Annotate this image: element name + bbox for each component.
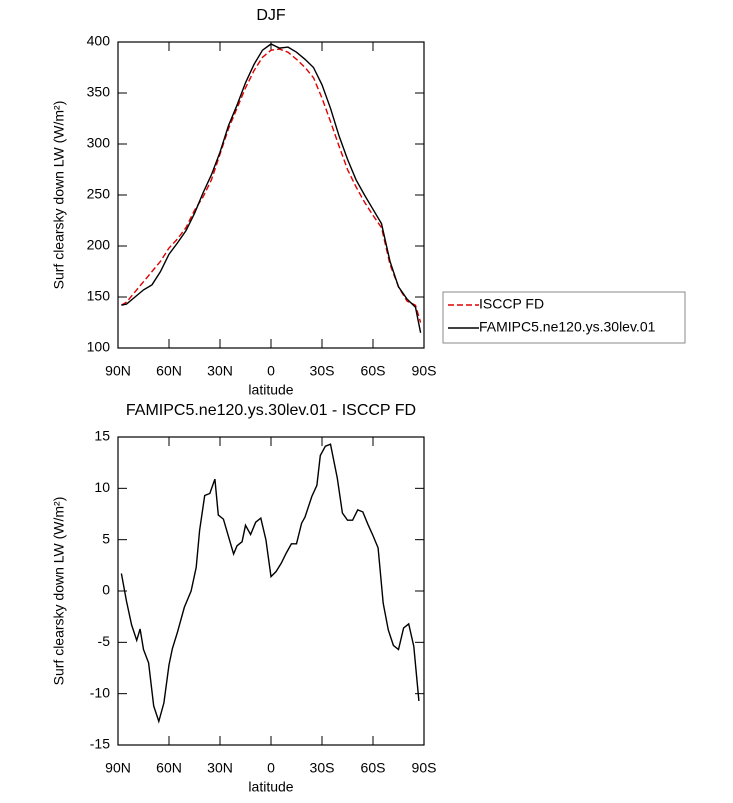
y-tick-label: 100 bbox=[87, 339, 111, 355]
y-tick-label: -10 bbox=[90, 684, 110, 700]
x-axis-label: latitude bbox=[248, 779, 293, 795]
x-tick-label: 60S bbox=[361, 760, 386, 776]
chart-title: FAMIPC5.ne120.ys.30lev.01 - ISCCP FD bbox=[126, 402, 416, 419]
y-tick-label: 5 bbox=[102, 530, 110, 546]
y-tick-label: 350 bbox=[87, 84, 111, 100]
legend-label: FAMIPC5.ne120.ys.30lev.01 bbox=[479, 319, 656, 335]
y-tick-label: 300 bbox=[87, 135, 111, 151]
x-tick-label: 30N bbox=[207, 363, 233, 379]
plot-frame bbox=[117, 436, 425, 746]
data-line bbox=[121, 48, 422, 323]
y-tick-label: 150 bbox=[87, 288, 111, 304]
x-tick-label: 90S bbox=[412, 760, 437, 776]
chart-title: DJF bbox=[256, 7, 286, 24]
legend-label: ISCCP FD bbox=[479, 296, 544, 312]
legend-box bbox=[442, 291, 686, 344]
x-axis-label: latitude bbox=[248, 382, 293, 398]
x-tick-label: 60N bbox=[156, 363, 182, 379]
data-line bbox=[121, 43, 422, 333]
x-tick-label: 30N bbox=[207, 760, 233, 776]
x-tick-label: 60N bbox=[156, 760, 182, 776]
x-tick-label: 0 bbox=[267, 363, 275, 379]
y-tick-label: -5 bbox=[98, 633, 111, 649]
y-tick-label: 0 bbox=[102, 582, 110, 598]
y-axis-label: Surf clearsky down LW (W/m²) bbox=[51, 101, 67, 290]
y-tick-label: 15 bbox=[94, 428, 110, 444]
y-tick-label: 10 bbox=[94, 479, 110, 495]
x-tick-label: 0 bbox=[267, 760, 275, 776]
x-tick-label: 30S bbox=[310, 760, 335, 776]
x-tick-label: 90N bbox=[105, 760, 131, 776]
x-tick-label: 90N bbox=[105, 363, 131, 379]
x-tick-label: 30S bbox=[310, 363, 335, 379]
x-tick-label: 60S bbox=[361, 363, 386, 379]
y-tick-label: 400 bbox=[87, 33, 111, 49]
plot-frame bbox=[117, 41, 425, 349]
y-tick-label: 250 bbox=[87, 186, 111, 202]
y-axis-label: Surf clearsky down LW (W/m²) bbox=[51, 497, 67, 686]
y-tick-label: -15 bbox=[90, 736, 110, 752]
x-tick-label: 90S bbox=[412, 363, 437, 379]
data-line bbox=[120, 443, 420, 724]
y-tick-label: 200 bbox=[87, 237, 111, 253]
